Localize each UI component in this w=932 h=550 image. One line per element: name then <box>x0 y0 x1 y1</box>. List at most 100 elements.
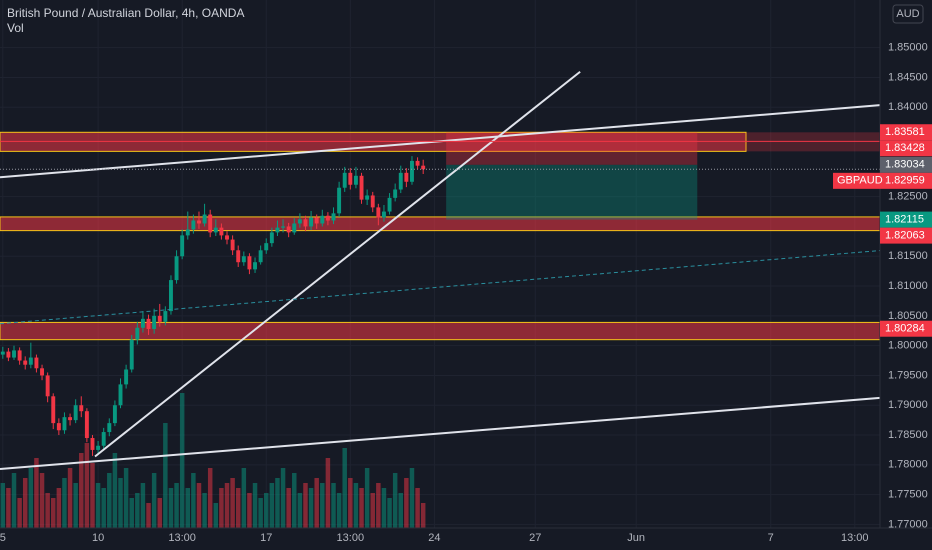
symbol-label: GBPAUD <box>837 175 883 187</box>
candle-body <box>180 235 185 257</box>
volume-bar <box>213 503 219 528</box>
candle-body <box>129 339 134 370</box>
y-tick-label: 1.78000 <box>888 459 928 471</box>
candle-body <box>292 223 297 233</box>
volume-bar <box>17 498 22 528</box>
volume-bar <box>241 468 247 528</box>
volume-bar <box>107 473 112 528</box>
chart-title: British Pound / Australian Dollar, 4h, O… <box>7 6 244 20</box>
candle-body <box>34 357 39 369</box>
candle-body <box>146 318 151 329</box>
y-tick-label: 1.77500 <box>888 489 928 501</box>
x-tick-label: 24 <box>428 532 440 544</box>
candle-body <box>309 217 314 227</box>
candle-body <box>393 189 398 198</box>
candle-body <box>23 360 28 365</box>
currency-box[interactable] <box>892 4 924 24</box>
volume-bar <box>308 488 314 528</box>
volume-bar <box>269 483 275 528</box>
currency[interactable]: AUD <box>896 8 919 20</box>
candle-body <box>269 232 274 244</box>
volume-bar <box>353 483 359 528</box>
volume-bar <box>314 478 319 528</box>
candle-body <box>90 438 95 450</box>
candle-body <box>219 227 224 236</box>
candle-body <box>410 160 414 182</box>
y-tick-label: 1.81500 <box>888 250 928 262</box>
x-tick-label: Jun <box>627 532 645 544</box>
x-tick-label: 27 <box>529 532 541 544</box>
volume-bar <box>118 478 123 528</box>
volume-bar <box>264 493 269 528</box>
volume-bar <box>364 468 370 528</box>
volume-bar <box>275 478 280 528</box>
candle-body <box>320 215 325 224</box>
price-label: 1.82115 <box>885 214 924 226</box>
volume-bar <box>123 468 129 528</box>
y-tick-label: 1.77000 <box>888 518 928 530</box>
volume-bar <box>163 423 168 528</box>
candle-body <box>118 384 123 406</box>
symbol-box <box>833 172 880 189</box>
volume-bar <box>146 503 151 528</box>
volume-bar <box>370 493 375 528</box>
volume-bar <box>292 473 297 528</box>
volume-bar <box>67 468 73 528</box>
volume-bar <box>112 453 118 528</box>
candle-body <box>281 226 286 228</box>
volume-bar <box>179 393 185 528</box>
candle-body <box>101 432 106 446</box>
candle-body <box>124 369 129 385</box>
volume-bar <box>404 478 409 528</box>
volume-bar <box>151 473 157 528</box>
candle-body <box>230 239 235 251</box>
candle-body <box>40 368 44 376</box>
price-label-box <box>880 140 932 157</box>
candle-body <box>56 423 61 431</box>
x-tick-label: 13:00 <box>337 532 365 544</box>
candle-body <box>213 227 218 233</box>
y-tick-label: 1.79500 <box>888 369 928 381</box>
volume-bar <box>303 483 308 528</box>
price-label-box <box>880 320 932 337</box>
y-tick-label: 1.81000 <box>888 280 928 292</box>
volume-bar <box>101 488 106 528</box>
candle-body <box>297 219 302 224</box>
candle-body <box>202 214 207 224</box>
zone <box>0 216 881 232</box>
price-label-box <box>880 124 932 141</box>
candle-body <box>135 327 140 340</box>
candle-body <box>6 351 11 358</box>
trend-lines <box>0 70 881 470</box>
candle-body <box>168 280 173 312</box>
volume-bar <box>247 493 252 528</box>
candle-body <box>152 315 157 329</box>
x-tick-label: 7 <box>768 532 774 544</box>
volume-bar <box>22 478 28 528</box>
volume-bar <box>235 488 241 528</box>
position-target <box>446 164 698 220</box>
candle-body <box>225 235 229 240</box>
price-label: 1.80284 <box>885 323 925 335</box>
y-tick-label: 1.79000 <box>888 399 928 411</box>
candle-body <box>163 311 168 322</box>
volume-bar <box>381 488 387 528</box>
volume-bar <box>348 478 353 528</box>
candle-body <box>398 172 403 190</box>
volume-bar <box>84 443 90 528</box>
candle-body <box>264 243 269 251</box>
y-tick-label: 1.84500 <box>888 71 928 83</box>
volume-bar <box>376 483 381 528</box>
candle-body <box>286 226 291 233</box>
candle-body <box>96 445 101 450</box>
candle-body <box>258 250 263 263</box>
volume-bar <box>157 498 162 528</box>
candle-body <box>415 160 420 166</box>
volume-bar <box>286 488 291 528</box>
candle-body <box>140 318 145 328</box>
candle-body <box>12 350 16 358</box>
candle-body <box>275 227 280 233</box>
volume-bar <box>39 473 45 528</box>
candle-body <box>421 165 426 170</box>
